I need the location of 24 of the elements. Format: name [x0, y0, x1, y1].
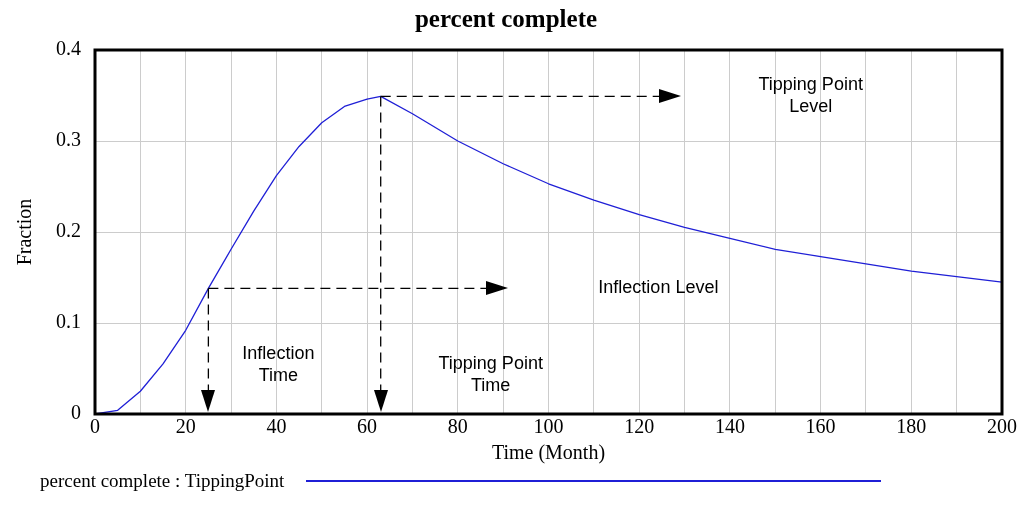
annotation: Inflection Level [598, 277, 719, 298]
x-tick-label: 140 [714, 415, 745, 438]
y-tick-label: 0 [71, 401, 81, 424]
annotation: Inflection Time [242, 342, 315, 385]
annotation: Tipping Point Time [438, 352, 543, 395]
x-tick-label: 20 [175, 415, 196, 438]
x-tick-label: 40 [266, 415, 287, 438]
x-tick-label: 180 [896, 415, 927, 438]
x-tick-label: 100 [533, 415, 564, 438]
y-tick-label: 0.3 [56, 128, 81, 151]
chart-title: percent complete [414, 5, 598, 33]
x-tick-label: 0 [90, 415, 100, 438]
x-tick-label: 60 [357, 415, 378, 438]
y-tick-label: 0.2 [56, 219, 81, 242]
y-tick-label: 0.1 [56, 310, 81, 333]
x-tick-label: 200 [987, 415, 1017, 438]
y-axis-title: Fraction [13, 198, 36, 266]
y-tick-label: 0.4 [56, 37, 81, 60]
annotation: Tipping Point Level [758, 74, 863, 117]
text: percent complete : TippingPoint [40, 470, 285, 492]
x-tick-label: 80 [447, 415, 468, 438]
x-tick-label: 160 [805, 415, 836, 438]
x-axis-title: Time (Month) [491, 441, 606, 465]
x-tick-label: 120 [624, 415, 655, 438]
